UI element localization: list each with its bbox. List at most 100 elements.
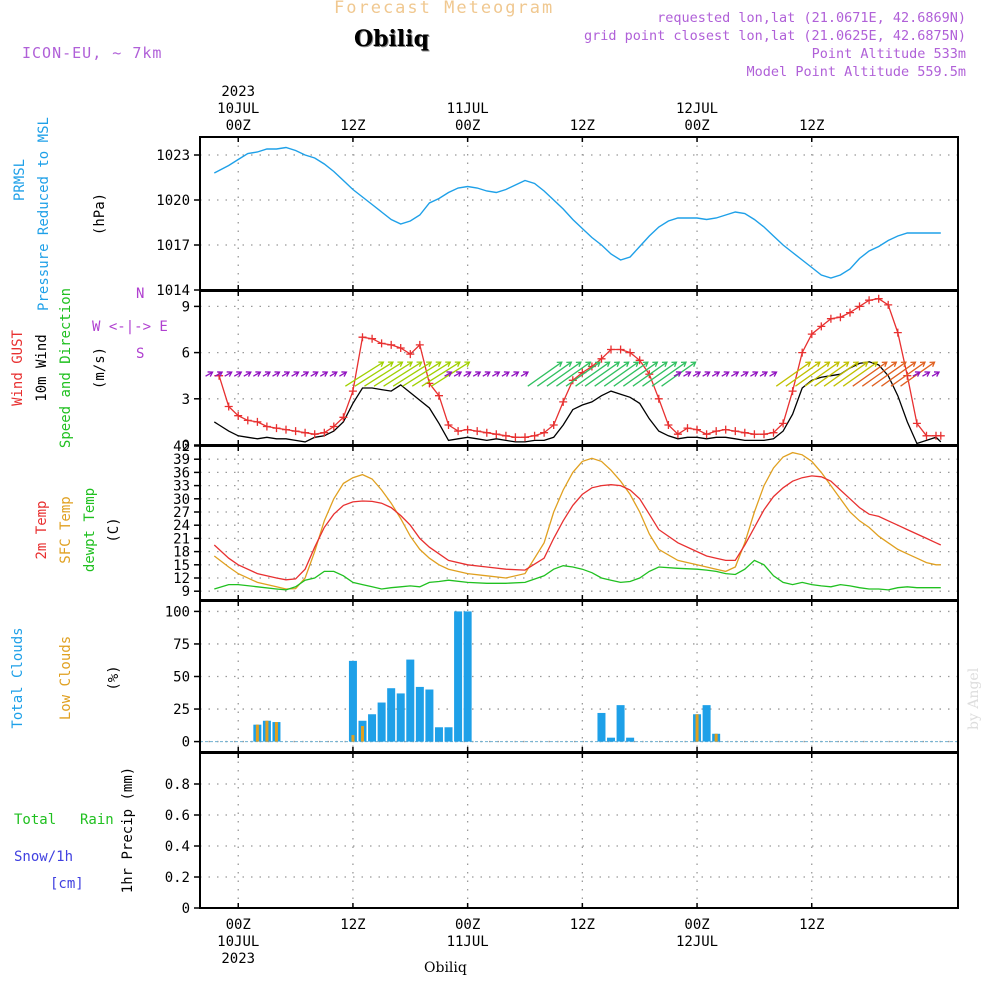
gust-marker — [540, 428, 549, 437]
y-tick-label: 15 — [173, 558, 190, 574]
wind-arrow-head — [752, 371, 759, 377]
low-clouds-bar — [695, 714, 699, 742]
wind-direction-arrow — [233, 371, 243, 377]
wind-arrow-shaft — [922, 371, 930, 377]
wind-arrow-head — [322, 371, 329, 377]
wind-arrow-shaft — [272, 371, 280, 377]
gust-marker — [616, 345, 625, 354]
wind-arrow-head — [274, 371, 281, 377]
wind-arrow-shaft — [421, 361, 461, 387]
rain-label: Rain — [80, 812, 114, 828]
wind-direction-arrow — [411, 361, 452, 387]
wind-arrow-shaft — [527, 361, 563, 387]
wind-arrow-head — [264, 371, 271, 377]
gust-marker — [702, 430, 711, 439]
wind-direction-arrow — [373, 361, 414, 387]
y-tick-label: 42 — [173, 439, 190, 455]
y-tick-label: 36 — [173, 465, 190, 481]
requested-coordinates: requested lon,lat (21.0671E, 42.6869N) — [657, 10, 966, 26]
gust-marker — [807, 330, 816, 339]
wind-direction-arrow — [881, 361, 917, 387]
bottom-time-label: 00Z — [455, 917, 480, 933]
wind-direction-arrow — [463, 371, 472, 377]
y-tick-label: 12 — [173, 571, 190, 587]
gust-marker — [903, 371, 912, 380]
y-tick-label: 1017 — [156, 238, 190, 254]
wind-direction-arrow — [262, 371, 271, 377]
snow-unit-label: [cm] — [50, 876, 84, 892]
gust-marker — [243, 416, 252, 425]
wind-arrow-head — [255, 371, 262, 377]
wind-arrow-shaft — [852, 361, 888, 387]
wind-direction-arrow — [922, 371, 931, 377]
total-clouds-bar — [607, 737, 616, 742]
wind-direction-arrow — [491, 371, 501, 377]
gust-marker — [320, 428, 329, 437]
wind-arrow-shaft — [814, 361, 849, 387]
wind-arrow-head — [675, 371, 682, 377]
wind-arrow-head — [623, 361, 630, 368]
gust-marker — [415, 340, 424, 349]
product-title: Forecast Meteogram — [334, 0, 555, 18]
y-tick-label: 50 — [173, 670, 190, 686]
location-title: Obiliq — [354, 26, 430, 52]
wind-direction-arrow — [224, 371, 233, 377]
y-tick-label: 0 — [182, 735, 190, 751]
top-time-label: 12Z — [570, 118, 595, 134]
wind-arrow-shaft — [291, 371, 299, 377]
wind-arrow-head — [435, 361, 442, 367]
gust-marker — [253, 417, 262, 426]
sfc-temp-series-line — [213, 451, 941, 590]
bottom-time-label: 11JUL — [447, 934, 489, 950]
gust-marker — [348, 387, 357, 396]
grid-point-coordinates: grid point closest lon,lat (21.0625E, 42… — [583, 28, 966, 44]
wind-arrow-shaft — [546, 361, 582, 387]
panel-background — [200, 601, 958, 752]
wind-arrow-head — [704, 371, 711, 377]
wind-direction-arrow — [319, 371, 329, 377]
gust-marker — [435, 391, 443, 400]
wind-arrow-head — [733, 371, 740, 377]
wind-direction-arrow — [931, 371, 941, 377]
wind-arrow-shaft — [750, 371, 758, 377]
gust-marker — [826, 314, 835, 323]
wind-arrow-shaft — [603, 361, 639, 387]
wind-direction-arrow — [546, 361, 582, 387]
wind-arrow-head — [575, 361, 582, 368]
wind-arrow-shaft — [233, 371, 242, 377]
gust-marker — [693, 425, 701, 434]
wind-direction-arrow — [364, 361, 404, 387]
wind-arrow-shaft — [769, 371, 777, 377]
y-tick-label: 21 — [173, 531, 190, 547]
compass-rose: N W <-|-> E S — [92, 286, 168, 362]
gust-marker — [482, 428, 491, 437]
wind-direction-arrow — [603, 361, 640, 387]
gust-marker — [597, 354, 606, 363]
wind-arrow-shaft — [861, 361, 897, 387]
wind-direction-arrow — [651, 361, 688, 387]
total-clouds-bar — [415, 686, 424, 742]
gust-marker — [769, 428, 778, 437]
gust-marker — [922, 431, 931, 440]
wind-arrow-shaft — [871, 361, 907, 387]
wind-direction-arrow — [344, 361, 385, 387]
wind-direction-arrow — [775, 361, 812, 387]
model-point-altitude: Model Point Altitude 559.5m — [746, 64, 966, 80]
wind-arrow-shaft — [300, 371, 309, 377]
wind-arrow-head — [378, 361, 385, 367]
y-tick-label: 0.6 — [165, 808, 190, 824]
y-tick-label: 0.8 — [165, 777, 190, 793]
gust-marker — [607, 345, 615, 354]
top-time-label: 00Z — [684, 118, 709, 134]
gust-marker — [740, 428, 749, 437]
wind-arrow-head — [771, 371, 778, 377]
wind-direction-arrow — [814, 361, 850, 387]
pressure-series-line — [213, 146, 941, 279]
total-clouds-bar — [377, 702, 386, 742]
wind-arrow-shaft — [319, 371, 328, 377]
wind-direction-arrow — [392, 361, 433, 387]
y-tick-label: 9 — [182, 299, 190, 315]
gust-label: Wind GUST — [10, 330, 26, 406]
wind-arrow-shaft — [205, 371, 213, 377]
wind-direction-arrow — [740, 371, 749, 377]
